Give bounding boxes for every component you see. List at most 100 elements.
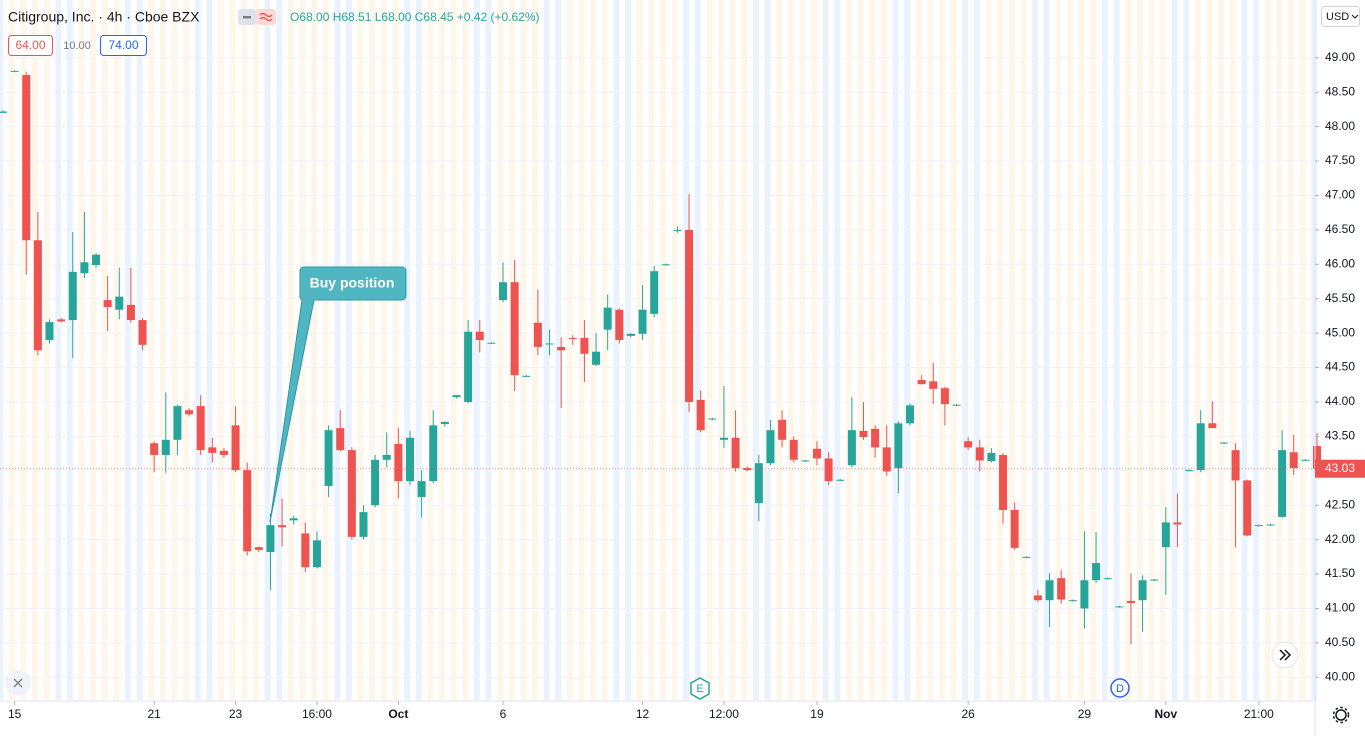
x-tick-label: 23 bbox=[229, 707, 243, 721]
session-stripe bbox=[183, 0, 190, 700]
spread: 10.00 bbox=[63, 40, 91, 52]
last-price-label: 43.03 bbox=[1325, 461, 1355, 475]
candle-body bbox=[778, 419, 787, 440]
candle-body bbox=[1289, 452, 1298, 469]
candle-body bbox=[999, 454, 1008, 511]
candle-body bbox=[719, 437, 728, 440]
session-stripe bbox=[1241, 0, 1248, 700]
price-axis: 40.0040.5041.0041.5042.0042.5043.0043.50… bbox=[1315, 50, 1355, 683]
candle-body bbox=[68, 271, 77, 321]
candle-body bbox=[1138, 580, 1147, 601]
session-stripe bbox=[1020, 0, 1027, 700]
session-stripe bbox=[590, 0, 597, 700]
candle-body bbox=[696, 399, 705, 431]
candle-body bbox=[661, 264, 670, 266]
currency-button[interactable] bbox=[1321, 6, 1360, 27]
candle-body bbox=[731, 437, 740, 469]
session-stripe bbox=[206, 0, 213, 700]
candle-body bbox=[708, 418, 717, 420]
candle-body bbox=[1068, 600, 1077, 602]
currency: USD bbox=[1326, 11, 1349, 23]
candle-body bbox=[1080, 580, 1089, 609]
session-stripe bbox=[718, 0, 724, 700]
y-tick-label: 40.00 bbox=[1325, 669, 1355, 683]
candle-body bbox=[359, 512, 368, 537]
x-tick-label: 21 bbox=[147, 707, 161, 721]
x-tick-label: 19 bbox=[810, 707, 824, 721]
candle-body bbox=[592, 351, 601, 365]
session-stripe bbox=[648, 0, 655, 700]
candle-body bbox=[987, 452, 996, 462]
session-stripe bbox=[346, 0, 352, 700]
candle-body bbox=[196, 406, 205, 451]
close-icon bbox=[13, 678, 23, 688]
x-tick-label: Oct bbox=[388, 707, 408, 721]
legend-toggle[interactable] bbox=[256, 9, 276, 25]
session-stripe bbox=[985, 0, 992, 700]
session-stripe bbox=[404, 0, 410, 700]
y-tick-label: 40.50 bbox=[1325, 635, 1355, 649]
candle-body bbox=[1208, 423, 1217, 429]
x-tick-label: 16:00 bbox=[302, 707, 332, 721]
session-stripe bbox=[1125, 0, 1131, 700]
candle-body bbox=[254, 547, 263, 550]
x-tick-label: 21:00 bbox=[1244, 707, 1274, 721]
y-tick-label: 49.00 bbox=[1325, 50, 1355, 64]
scroll-right-icon bbox=[1279, 649, 1292, 661]
settings-icon[interactable] bbox=[1335, 709, 1347, 721]
candle-body bbox=[33, 240, 42, 351]
candle-body bbox=[847, 430, 856, 466]
candle-body bbox=[219, 450, 228, 455]
session-stripe bbox=[148, 0, 155, 700]
candle-body bbox=[906, 405, 915, 424]
candle-body bbox=[440, 421, 449, 424]
session-stripe bbox=[973, 0, 980, 700]
candle-body bbox=[568, 337, 577, 339]
session-stripe bbox=[822, 0, 829, 700]
session-stripe bbox=[1101, 0, 1108, 700]
session-stripe bbox=[857, 0, 864, 700]
session-stripe bbox=[880, 0, 887, 700]
session-stripe bbox=[1066, 0, 1073, 700]
candle-body bbox=[452, 395, 461, 398]
session-stripe bbox=[1299, 0, 1306, 700]
dividend-marker[interactable] bbox=[1110, 678, 1130, 698]
session-stripe bbox=[915, 0, 922, 700]
session-stripe bbox=[20, 0, 27, 700]
buy-position-callout[interactable] bbox=[269, 266, 407, 523]
session-stripe bbox=[601, 0, 608, 700]
candle-body bbox=[1150, 579, 1159, 581]
session-stripe bbox=[787, 0, 794, 700]
currency-caret bbox=[1351, 14, 1359, 19]
candle-body bbox=[0, 111, 7, 113]
y-tick-label: 45.00 bbox=[1325, 325, 1355, 339]
candle-body bbox=[464, 331, 473, 402]
buy-button[interactable] bbox=[100, 35, 147, 56]
session-stripe bbox=[892, 0, 899, 700]
sell-button[interactable] bbox=[8, 35, 53, 56]
candle-body bbox=[626, 333, 635, 336]
candle-body bbox=[1254, 525, 1263, 527]
candle-body bbox=[510, 282, 519, 376]
session-stripe bbox=[1183, 0, 1190, 700]
session-stripe bbox=[380, 0, 387, 700]
session-stripe bbox=[415, 0, 422, 700]
session-stripe bbox=[450, 0, 457, 700]
session-stripe bbox=[229, 0, 236, 700]
earnings-marker[interactable] bbox=[690, 677, 710, 700]
y-tick-label: 45.50 bbox=[1325, 291, 1355, 305]
candle-body bbox=[940, 388, 949, 405]
y-tick-label: 43.50 bbox=[1325, 429, 1355, 443]
x-tick-label: 12:00 bbox=[709, 707, 739, 721]
session-stripe bbox=[869, 0, 876, 700]
candle-body bbox=[1103, 578, 1112, 580]
session-stripe bbox=[566, 0, 573, 700]
session-stripe bbox=[706, 0, 713, 700]
candle-body bbox=[103, 300, 112, 307]
candle-body bbox=[603, 307, 612, 330]
session-stripe bbox=[962, 0, 969, 700]
session-stripe bbox=[741, 0, 748, 700]
candle-body bbox=[499, 282, 508, 301]
session-stripe bbox=[904, 0, 911, 700]
session-stripe bbox=[8, 0, 15, 700]
